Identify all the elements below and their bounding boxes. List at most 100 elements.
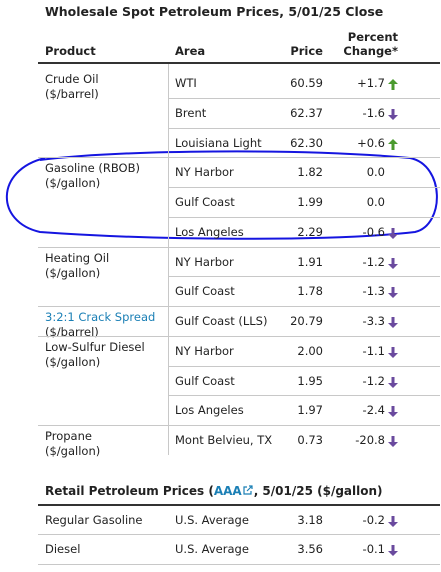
area: Louisiana Light [175, 135, 262, 150]
down-arrow [388, 376, 398, 388]
price: 3.18 [297, 513, 323, 527]
change: -1.3 [362, 284, 385, 299]
area: NY Harbor [175, 343, 234, 358]
title: Wholesale Spot Petroleum Prices, 5/01/25… [45, 4, 384, 19]
price: 1.95 [297, 373, 323, 388]
retail-rule [38, 504, 440, 506]
row-rule [168, 187, 440, 188]
change: 0.0 [366, 195, 385, 209]
group-rule [38, 425, 440, 426]
area: Mont Belvieu, TX [175, 433, 273, 447]
price: 1.97 [297, 403, 323, 418]
bottom-rule [38, 564, 440, 565]
change: -0.2 [362, 513, 385, 527]
change: -1.2 [362, 373, 385, 388]
price: 62.37 [290, 105, 323, 120]
change: +0.6 [357, 135, 385, 150]
row-rule [38, 534, 440, 535]
row-rule [168, 216, 440, 218]
change: -0.1 [362, 542, 385, 556]
unit: ($/gallon) [45, 354, 101, 369]
retail-title-start: Retail Petroleum Prices ( [45, 484, 214, 498]
area: Gulf Coast (LLS) [175, 314, 268, 328]
header-product: Product [45, 44, 96, 58]
price: 1.82 [297, 165, 323, 180]
price: 62.30 [290, 135, 323, 150]
aaa-link[interactable]: AAA [213, 484, 242, 498]
product: Heating Oil [45, 250, 110, 265]
down-arrow [388, 436, 398, 447]
area: Gulf Coast [175, 373, 235, 388]
group-rule [38, 157, 440, 159]
unit: ($/gallon) [45, 265, 101, 280]
column-rule [168, 64, 169, 455]
price: 2.29 [297, 224, 323, 239]
down-arrow [388, 317, 398, 328]
down-arrow [388, 287, 398, 299]
area: Los Angeles [175, 224, 244, 239]
unit: ($/barrel) [45, 325, 99, 339]
change: -2.4 [362, 403, 385, 418]
group-rule [38, 246, 440, 248]
row-rule [168, 127, 440, 129]
area: Los Angeles [175, 403, 244, 418]
area: WTI [175, 76, 197, 90]
down-arrow [388, 346, 398, 358]
product: Low-Sulfur Diesel [45, 339, 145, 354]
price: 3.56 [297, 542, 323, 556]
down-arrow [388, 257, 398, 269]
down-arrow [388, 545, 398, 556]
row-rule [168, 365, 440, 367]
change: -0.6 [362, 224, 385, 239]
header-change: Percent Change* [343, 30, 398, 58]
product[interactable]: 3:2:1 Crack Spread [45, 310, 156, 324]
group-rule [38, 306, 440, 307]
header-rule [38, 62, 440, 64]
change: +1.7 [357, 76, 385, 90]
down-arrow [388, 406, 398, 418]
price: 1.99 [297, 195, 323, 209]
row-rule [168, 395, 440, 397]
retail-title-end: , 5/01/25 ($/gallon) [253, 484, 383, 498]
area: NY Harbor [175, 165, 234, 180]
up-arrow [388, 138, 398, 150]
change: -1.2 [362, 254, 385, 269]
change: -20.8 [355, 433, 385, 447]
area: Gulf Coast [175, 284, 235, 299]
change: 0.0 [366, 165, 385, 180]
product: Crude Oil [45, 72, 99, 86]
product: Gasoline (RBOB) [45, 161, 140, 176]
price: 60.59 [290, 76, 323, 90]
price: 0.73 [297, 433, 323, 447]
row-rule [168, 276, 440, 278]
header-area: Area [175, 44, 206, 58]
unit: ($/gallon) [45, 176, 101, 191]
area: Brent [175, 105, 207, 120]
change: -1.1 [362, 343, 385, 358]
down-arrow [388, 227, 398, 239]
down-arrow [388, 108, 398, 120]
product: Propane [45, 429, 92, 443]
up-arrow [388, 79, 398, 90]
change: -3.3 [362, 314, 385, 328]
price: 2.00 [297, 343, 323, 358]
price: 1.78 [297, 284, 323, 299]
product: Diesel [45, 542, 81, 556]
change: -1.6 [362, 105, 385, 120]
area: NY Harbor [175, 254, 234, 269]
area: U.S. Average [175, 542, 249, 556]
unit: ($/gallon) [45, 444, 101, 458]
unit: ($/barrel) [45, 87, 99, 101]
row-rule [168, 97, 440, 99]
header-price: Price [290, 44, 323, 58]
group-rule [38, 335, 440, 337]
price: 1.91 [297, 254, 323, 269]
area: Gulf Coast [175, 195, 235, 209]
price: 20.79 [290, 314, 323, 328]
external-link-icon [243, 485, 253, 495]
product: Regular Gasoline [45, 513, 143, 527]
down-arrow [388, 516, 398, 527]
area: U.S. Average [175, 513, 249, 527]
retail-title: Retail Petroleum Prices (AAA , 5/01/25 ($… [45, 484, 383, 498]
